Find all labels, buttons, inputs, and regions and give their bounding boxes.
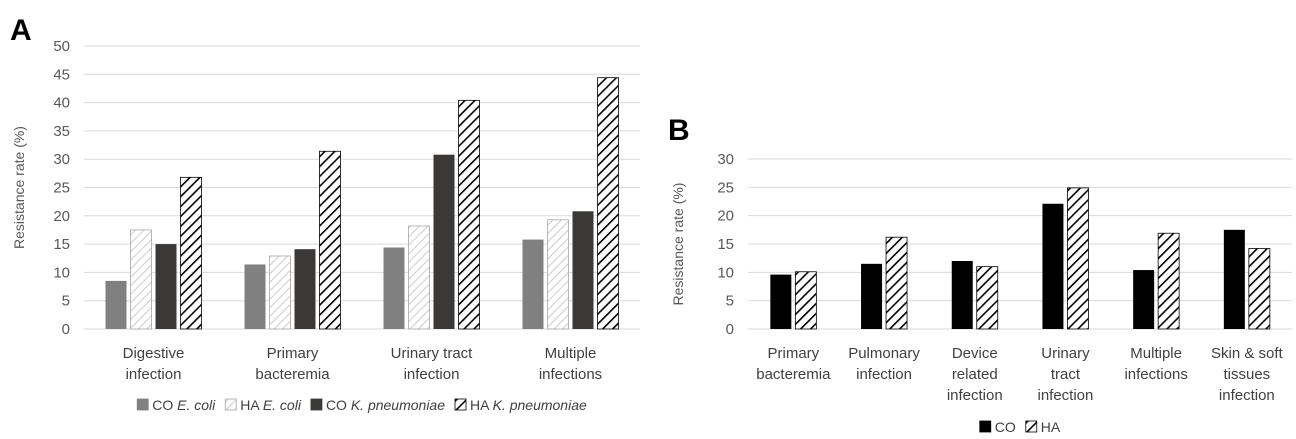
bar	[130, 229, 152, 330]
x-category-label: Primary bacteremia	[756, 345, 831, 383]
legend-swatch	[979, 420, 992, 433]
y-tick-label: 40	[53, 95, 70, 112]
y-tick-label: 0	[726, 321, 734, 338]
bar	[547, 219, 569, 330]
x-category-label: Pulmonary infection	[848, 345, 920, 383]
bar	[522, 239, 544, 329]
x-category-label: Multiple infections	[1124, 345, 1187, 383]
bar	[1067, 187, 1089, 330]
y-tick-label: 50	[53, 38, 70, 55]
legend-item: HA	[1025, 419, 1061, 435]
x-category-label: Digestive infection	[123, 345, 185, 383]
legend-label: HA E. coli	[240, 397, 302, 413]
panel-label-a: A	[10, 14, 32, 47]
y-tick-label: 45	[53, 66, 70, 83]
x-category-label: Primary bacteremia	[255, 345, 330, 383]
panel-label-b: B	[668, 114, 690, 147]
y-tick-label: 5	[726, 293, 734, 310]
bar	[794, 271, 817, 330]
bar	[885, 236, 908, 330]
y-tick-label: 20	[717, 208, 734, 225]
x-category-label: Multiple infections	[539, 345, 602, 383]
legend-item: HA K. pneumoniae	[454, 397, 587, 413]
legend-label: HA K. pneumoniae	[470, 397, 587, 413]
legend-swatch	[1025, 420, 1038, 433]
legend-swatch	[454, 398, 467, 411]
y-tick-label: 30	[53, 151, 70, 168]
legend-label: CO E. coli	[152, 397, 216, 413]
y-tick-label: 15	[53, 236, 70, 253]
y-tick-label: 0	[62, 321, 70, 338]
y-tick-label: 25	[717, 179, 734, 196]
bar	[294, 249, 316, 329]
bar	[319, 150, 341, 330]
bar	[1133, 270, 1155, 329]
bar	[155, 244, 177, 329]
legend-item: CO	[979, 419, 1016, 435]
bar	[383, 247, 405, 329]
bar	[861, 263, 883, 329]
legend-swatch	[310, 398, 323, 411]
y-tick-label: 5	[62, 293, 70, 310]
bar	[408, 225, 430, 330]
bar	[180, 176, 202, 330]
y-tick-label: 30	[717, 151, 734, 168]
legend-item: CO K. pneumoniae	[310, 397, 445, 413]
y-tick-label: 15	[717, 236, 734, 253]
bar	[458, 99, 480, 330]
chart-panel-a: 0 5 10 15 20 25 30 35 40 45 50 Resistance rate (%) D…	[11, 38, 640, 413]
legend: CO HA	[979, 419, 1061, 435]
y-axis-label: Resistance rate (%)	[670, 183, 686, 306]
legend-item: CO E. coli	[136, 397, 216, 413]
y-tick-label: 25	[53, 180, 70, 197]
bar	[105, 280, 127, 329]
x-category-label: Skin & soft tissues infection	[1211, 345, 1284, 404]
y-tick-label: 35	[53, 123, 70, 140]
bar	[1248, 248, 1271, 330]
bar	[976, 266, 999, 330]
y-tick-label: 10	[53, 264, 70, 281]
legend: CO E. coli HA E. coli CO K. pneumoniae HA K…	[136, 397, 587, 413]
legend-swatch	[224, 398, 237, 411]
bar	[433, 154, 455, 329]
bar	[1042, 203, 1064, 329]
y-tick-label: 20	[53, 208, 70, 225]
bar	[572, 211, 594, 329]
bar	[597, 77, 619, 330]
bar	[1223, 229, 1245, 329]
bar	[269, 255, 291, 330]
legend-item: HA E. coli	[224, 397, 302, 413]
legend-label: CO K. pneumoniae	[326, 397, 445, 413]
x-category-label: Urinary tract infection	[1038, 345, 1094, 404]
legend-label: HA	[1041, 419, 1061, 435]
bar	[951, 261, 973, 329]
bar	[770, 274, 792, 329]
chart-panel-b: 0 5 10 15 20 25 30 Resistance rate (%) Primary ba…	[670, 151, 1292, 435]
x-category-label: Urinary tract infection	[391, 345, 474, 383]
y-axis-label: Resistance rate (%)	[11, 126, 27, 249]
y-tick-label: 10	[717, 264, 734, 281]
bar	[244, 264, 266, 329]
legend-label: CO	[995, 419, 1016, 435]
bar	[1157, 232, 1180, 330]
legend-swatch	[136, 398, 149, 411]
x-category-label: Device related infection	[947, 345, 1003, 404]
